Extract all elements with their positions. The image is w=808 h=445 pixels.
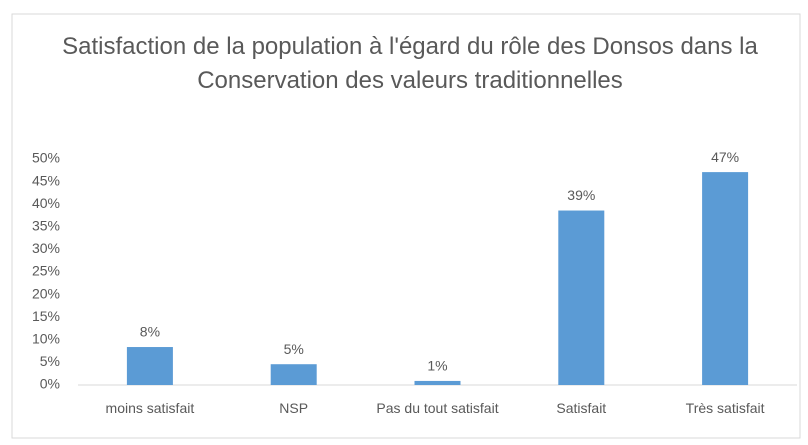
y-tick-label: 50% (32, 150, 60, 166)
y-tick-label: 5% (40, 353, 60, 369)
bar (558, 210, 605, 385)
y-tick-label: 0% (40, 376, 60, 392)
x-tick-label: moins satisfait (105, 400, 195, 416)
bar (702, 172, 749, 385)
y-tick-label: 20% (32, 285, 60, 301)
y-tick-label: 40% (32, 195, 60, 211)
x-tick-label: Satisfait (556, 400, 607, 416)
y-tick-label: 45% (32, 172, 60, 188)
y-tick-label: 25% (32, 263, 60, 279)
x-tick-label: NSP (279, 400, 309, 416)
data-label: 1% (427, 358, 447, 374)
data-label: 5% (284, 341, 304, 357)
chart-title: Satisfaction de la population à l'égard … (62, 33, 758, 94)
y-tick-label: 15% (32, 308, 60, 324)
x-tick-label: Pas du tout satisfait (376, 400, 499, 416)
data-label: 47% (711, 149, 739, 165)
x-tick-label: Très satisfait (685, 400, 765, 416)
bar (126, 347, 173, 385)
bar (270, 364, 317, 385)
y-tick-label: 35% (32, 218, 60, 234)
data-label: 39% (567, 187, 595, 203)
y-tick-label: 10% (32, 331, 60, 347)
data-label: 8% (140, 324, 160, 340)
y-tick-label: 30% (32, 240, 60, 256)
bar (414, 380, 461, 385)
